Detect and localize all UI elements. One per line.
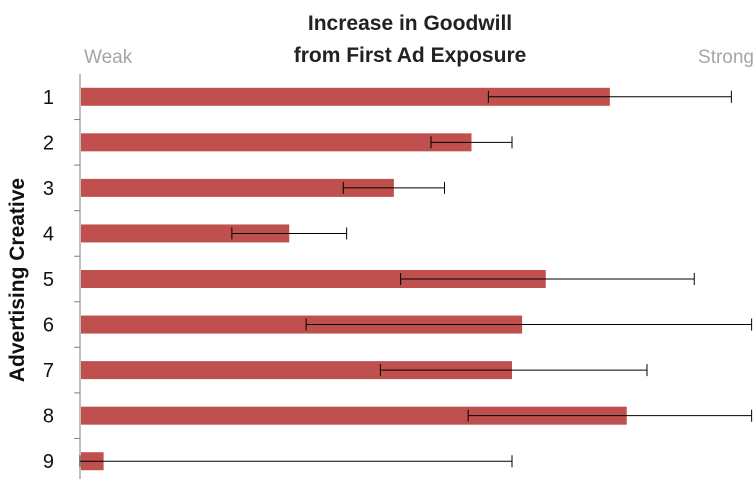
- chart-title-line-1: Increase in Goodwill: [308, 12, 512, 35]
- bar-6: [81, 315, 523, 334]
- bar-4: [81, 224, 290, 243]
- plot-area: 1 2 3 4 5 6 7 8 9: [43, 74, 753, 479]
- scale-high-label: Strong: [698, 47, 754, 68]
- category-label-7: 7: [43, 360, 54, 382]
- category-label-8: 8: [43, 406, 54, 428]
- bar-1: [81, 87, 610, 106]
- y-axis-label: Advertising Creative: [6, 178, 29, 382]
- category-label-2: 2: [43, 132, 54, 154]
- category-label-4: 4: [43, 223, 54, 245]
- bar-3: [81, 178, 394, 197]
- bar-8: [81, 406, 627, 425]
- category-label-3: 3: [43, 178, 54, 200]
- bar-2: [81, 133, 472, 152]
- bar-5: [81, 270, 546, 288]
- chart-title-line-2: from First Ad Exposure: [294, 44, 527, 67]
- category-label-5: 5: [43, 269, 54, 291]
- scale-low-label: Weak: [84, 47, 133, 68]
- bar-7: [81, 361, 512, 380]
- category-label-1: 1: [43, 87, 54, 109]
- category-label-9: 9: [43, 451, 54, 473]
- category-label-6: 6: [43, 315, 54, 337]
